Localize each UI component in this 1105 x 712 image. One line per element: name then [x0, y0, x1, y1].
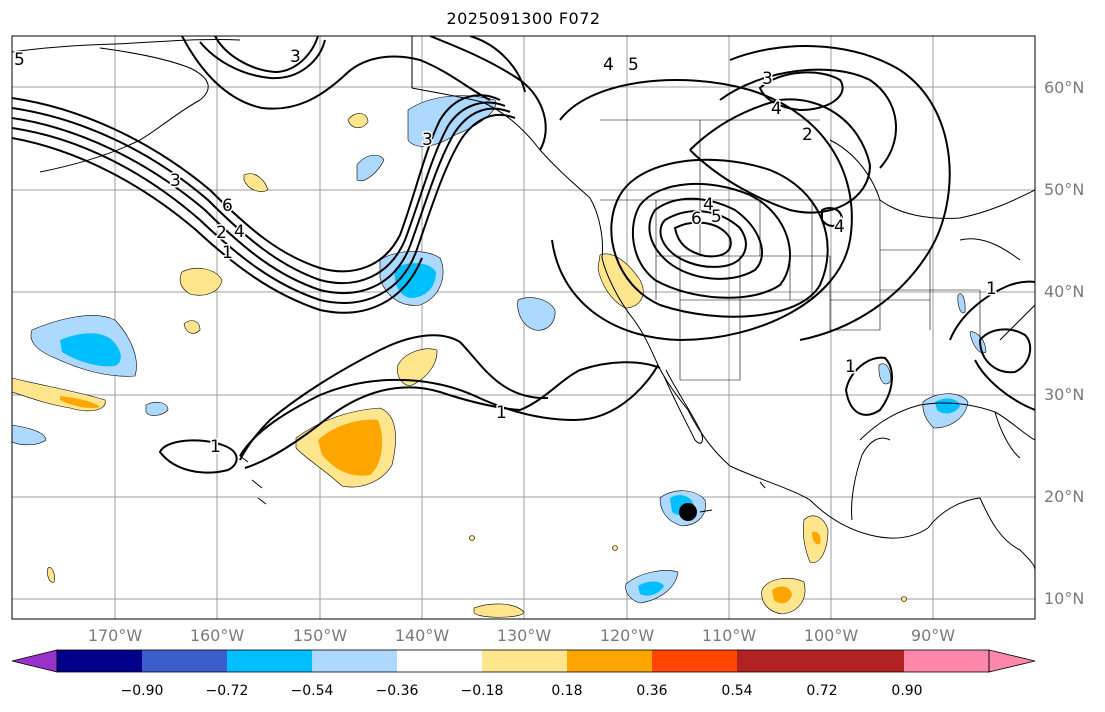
lat-label: 60°N	[1044, 78, 1085, 97]
contour-label: 1	[210, 437, 221, 457]
colorbar-tick: 0.36	[636, 683, 668, 699]
storm-center-marker	[679, 503, 697, 521]
colorbar-tick: 0.72	[806, 683, 838, 699]
colorbar-extend-low	[11, 649, 58, 673]
colorbar-segment	[482, 650, 567, 672]
lat-label: 40°N	[1044, 282, 1085, 301]
contour-label: 1	[986, 279, 997, 299]
contour-label: 5	[14, 50, 25, 70]
colorbar-tick: 0.18	[551, 683, 583, 699]
colorbar-frame	[56, 649, 990, 673]
contour-label: 1	[845, 357, 856, 377]
colorbar-tick: −0.72	[205, 683, 249, 699]
colorbar-tick: −0.54	[290, 683, 334, 699]
lon-label: 160°W	[189, 626, 245, 645]
contour-label: 4	[234, 222, 245, 242]
lon-label: 130°W	[496, 626, 552, 645]
contour-label: 4	[603, 55, 614, 75]
colorbar-segment	[567, 650, 652, 672]
colorbar-segment	[822, 650, 904, 672]
contour-label: 2	[802, 125, 813, 145]
lat-label: 10°N	[1044, 589, 1085, 608]
contour-label: 6	[691, 209, 702, 229]
lon-label: 100°W	[803, 626, 859, 645]
colorbar-segment	[904, 650, 989, 672]
contour-label: 6	[222, 196, 233, 216]
contour-label: 4	[771, 99, 782, 119]
colorbar-segment	[737, 650, 822, 672]
contour-label: 5	[628, 55, 639, 75]
contour-label: 1	[222, 243, 233, 263]
contour-label: 3	[762, 69, 773, 89]
contour-label: 2	[216, 223, 227, 243]
lat-label: 30°N	[1044, 385, 1085, 404]
colorbar-extend-high	[988, 649, 1036, 673]
map-title: 2025091300 F072	[446, 9, 601, 28]
colorbar-tick: −0.36	[375, 683, 419, 699]
colorbar-segment	[227, 650, 312, 672]
coastlines	[12, 36, 1035, 571]
lon-label: 150°W	[292, 626, 348, 645]
lon-label: 140°W	[394, 626, 450, 645]
lon-label: 120°W	[599, 626, 655, 645]
contour-label: 3	[422, 130, 433, 150]
contour-label: 3	[290, 47, 301, 67]
colorbar-tick: 0.90	[891, 683, 923, 699]
contour-label: 5	[711, 207, 722, 227]
colorbar-tick: −0.18	[460, 683, 504, 699]
lat-label: 50°N	[1044, 180, 1085, 199]
lon-label: 170°W	[87, 626, 143, 645]
contour-label: 1	[496, 403, 507, 423]
colorbar-tick: −0.90	[120, 683, 164, 699]
colorbar-segment	[652, 650, 737, 672]
map-frame	[11, 35, 1036, 620]
contours	[12, 36, 1035, 474]
colorbar-segment	[57, 650, 142, 672]
lon-label: 90°W	[910, 626, 956, 645]
lat-label: 20°N	[1044, 487, 1085, 506]
colorbar-segment	[397, 650, 482, 672]
colorbar-segment	[142, 650, 227, 672]
contour-label: 3	[170, 171, 181, 191]
colorbar-segment	[312, 650, 397, 672]
lon-label: 110°W	[701, 626, 757, 645]
colorbar-tick: 0.54	[721, 683, 753, 699]
contour-label: 4	[703, 195, 714, 215]
contour-label: 4	[834, 217, 845, 237]
